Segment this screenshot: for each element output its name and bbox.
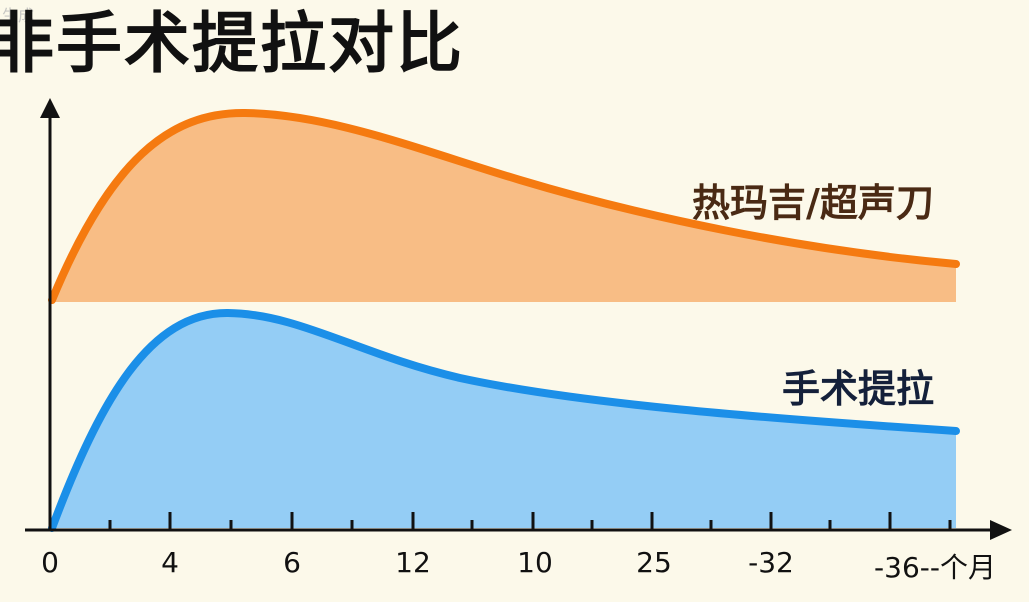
x-tick-label: -32: [748, 546, 794, 579]
y-axis-arrow-icon: [40, 98, 60, 118]
blue-series-line: [48, 308, 960, 532]
x-axis-arrow-icon: [990, 520, 1012, 540]
x-tick-label: 6: [283, 546, 301, 579]
x-tick-label: 12: [395, 546, 431, 579]
orange-series-line: [48, 108, 960, 304]
chart-title: 非手术提拉对比: [0, 5, 464, 82]
x-tick-label: 0: [41, 546, 59, 579]
series-label-surgical-lift: 手术提拉: [782, 367, 935, 411]
x-tick-label: 10: [517, 546, 553, 579]
blue-area-fill: [52, 312, 956, 528]
x-tick-label: 4: [161, 546, 179, 579]
x-tick-label-unit: -36--个月: [874, 551, 996, 584]
orange-area-fill: [52, 112, 956, 302]
watermark: 生成: [2, 6, 35, 25]
series-label-thermage: 热玛吉/超声刀: [692, 181, 934, 225]
x-axis-ticks: [108, 512, 952, 530]
x-tick-label: 25: [636, 546, 672, 579]
